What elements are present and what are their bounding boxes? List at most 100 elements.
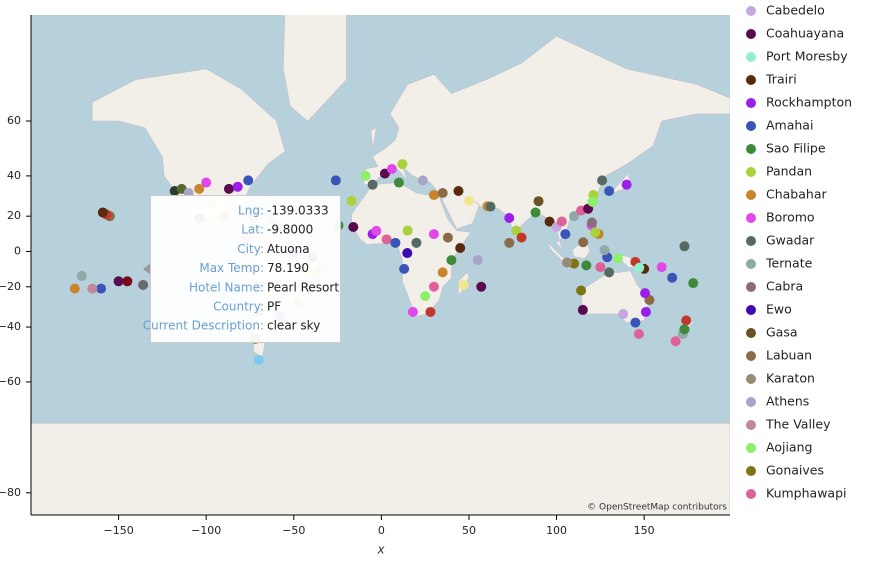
point (472, 255, 483, 266)
point (618, 309, 629, 320)
point (458, 279, 469, 290)
legend-label: Aojiang (766, 440, 812, 455)
point (428, 229, 439, 240)
point (437, 188, 448, 199)
legend-marker (746, 190, 756, 200)
tooltip-label: City: (237, 242, 264, 256)
point (640, 288, 651, 299)
legend-label: Cabedelo (766, 3, 825, 18)
landmass (370, 127, 377, 152)
legend-label: Gasa (766, 325, 798, 340)
point (504, 213, 515, 224)
land (31, 15, 730, 515)
legend-marker (746, 305, 756, 315)
legend-label: Kumphawapi (766, 486, 846, 501)
y-tick-label: −60 (0, 375, 21, 388)
legend-marker (746, 236, 756, 246)
y-tick-label: −80 (0, 486, 21, 499)
point (455, 243, 466, 254)
legend-marker (746, 121, 756, 131)
legend-marker (746, 466, 756, 476)
legend-marker (746, 282, 756, 292)
point (371, 225, 382, 236)
y-tick-label: 40 (7, 169, 21, 182)
point (122, 276, 133, 287)
point (511, 225, 522, 236)
point (656, 262, 667, 273)
legend-label: Pandan (766, 164, 812, 179)
point (504, 237, 515, 248)
point (437, 267, 448, 278)
legend-label: Chabahar (766, 187, 827, 202)
point (346, 196, 357, 207)
point (442, 232, 453, 243)
point (360, 170, 371, 181)
point (232, 181, 243, 192)
x-tick-label: −100 (191, 524, 221, 537)
point (595, 262, 606, 273)
point (577, 304, 588, 315)
legend-marker (746, 144, 756, 154)
tooltip-label: Lat: (241, 223, 264, 237)
point (578, 237, 589, 248)
legend-label: Amahai (766, 118, 813, 133)
point (630, 317, 641, 328)
y-tick-label: 60 (7, 114, 21, 127)
tooltip-value: -9.8000 (267, 223, 313, 237)
legend-label: Karaton (766, 371, 815, 386)
point (223, 183, 234, 194)
point (428, 281, 439, 292)
point (587, 196, 598, 207)
point (348, 222, 359, 233)
point (97, 207, 108, 218)
legend-marker (746, 29, 756, 39)
point (402, 225, 413, 236)
legend-marker (746, 52, 756, 62)
legend-label: Trairi (765, 72, 797, 87)
point (679, 241, 690, 252)
landmass (547, 242, 568, 263)
x-tick-label: 150 (634, 524, 655, 537)
point (485, 201, 496, 212)
legend-label: Boromo (766, 210, 815, 225)
tooltip-label: Hotel Name: (189, 280, 264, 294)
point (604, 267, 615, 278)
point (407, 306, 418, 317)
point (569, 211, 580, 222)
legend-marker (746, 6, 756, 16)
x-tick-label: 0 (378, 524, 385, 537)
attribution: © OpenStreetMap contributors (587, 503, 727, 513)
point (621, 179, 632, 190)
legend-label: Rockhampton (766, 95, 852, 110)
legend-label: Ewo (766, 302, 792, 317)
legend-marker (746, 328, 756, 338)
tooltip-value: PF (267, 300, 281, 314)
point (393, 177, 404, 188)
point (76, 270, 87, 281)
point (597, 175, 608, 186)
point (590, 227, 601, 238)
point (670, 336, 681, 347)
point (560, 229, 571, 240)
legend-label: Gwadar (766, 233, 815, 248)
point (633, 328, 644, 339)
legend-marker (746, 397, 756, 407)
tooltip-label: Country: (213, 300, 264, 314)
y-tick-label: 0 (14, 244, 21, 257)
point (544, 216, 555, 227)
point (411, 237, 422, 248)
point (562, 257, 573, 268)
point (612, 253, 623, 264)
tooltip-value: Atuona (267, 242, 310, 256)
legend-marker (746, 213, 756, 223)
tooltip-label: Current Description: (143, 319, 264, 333)
legend-label: Sao Filipe (766, 141, 826, 156)
legend-marker (746, 75, 756, 85)
x-tick-label: 50 (462, 524, 476, 537)
legend-label: Port Moresby (766, 49, 848, 64)
tooltip-value: clear sky (267, 319, 320, 333)
point (201, 177, 212, 188)
legend-marker (746, 420, 756, 430)
legend-label: Cabra (766, 279, 803, 294)
